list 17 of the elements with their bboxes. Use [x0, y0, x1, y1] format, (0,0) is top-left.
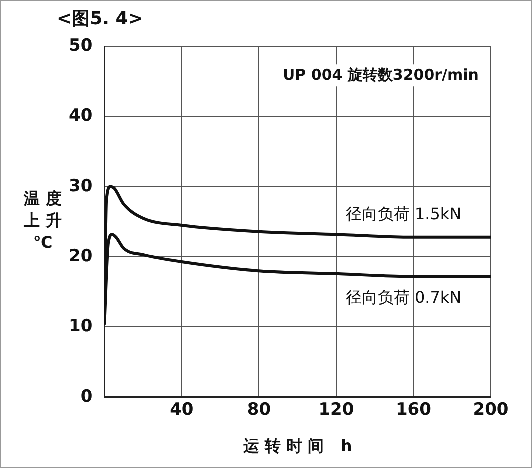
y-tick-label: 30	[68, 176, 93, 196]
y-axis-title: 温 度上 升℃	[23, 189, 62, 252]
x-axis-title: 运 转 时 间 h	[242, 436, 352, 456]
x-tick-label: 40	[170, 400, 194, 420]
chart-title: <图5. 4>	[57, 8, 144, 30]
y-tick-label: 0	[80, 386, 93, 407]
x-tick-label: 160	[396, 400, 432, 420]
x-tick-label: 200	[473, 400, 509, 420]
y-tick-label: 20	[68, 246, 93, 266]
x-tick-label: 120	[318, 400, 354, 420]
y-tick-label: 40	[68, 106, 93, 126]
series-label: 径向负荷 0.7kN	[346, 288, 462, 307]
y-tick-label: 50	[68, 36, 93, 56]
y-tick-label: 10	[68, 316, 93, 337]
series-label: 径向负荷 1.5kN	[346, 204, 462, 224]
annotation: UP 004 旋转数3200r/min	[282, 66, 479, 84]
x-tick-label: 80	[247, 400, 272, 420]
